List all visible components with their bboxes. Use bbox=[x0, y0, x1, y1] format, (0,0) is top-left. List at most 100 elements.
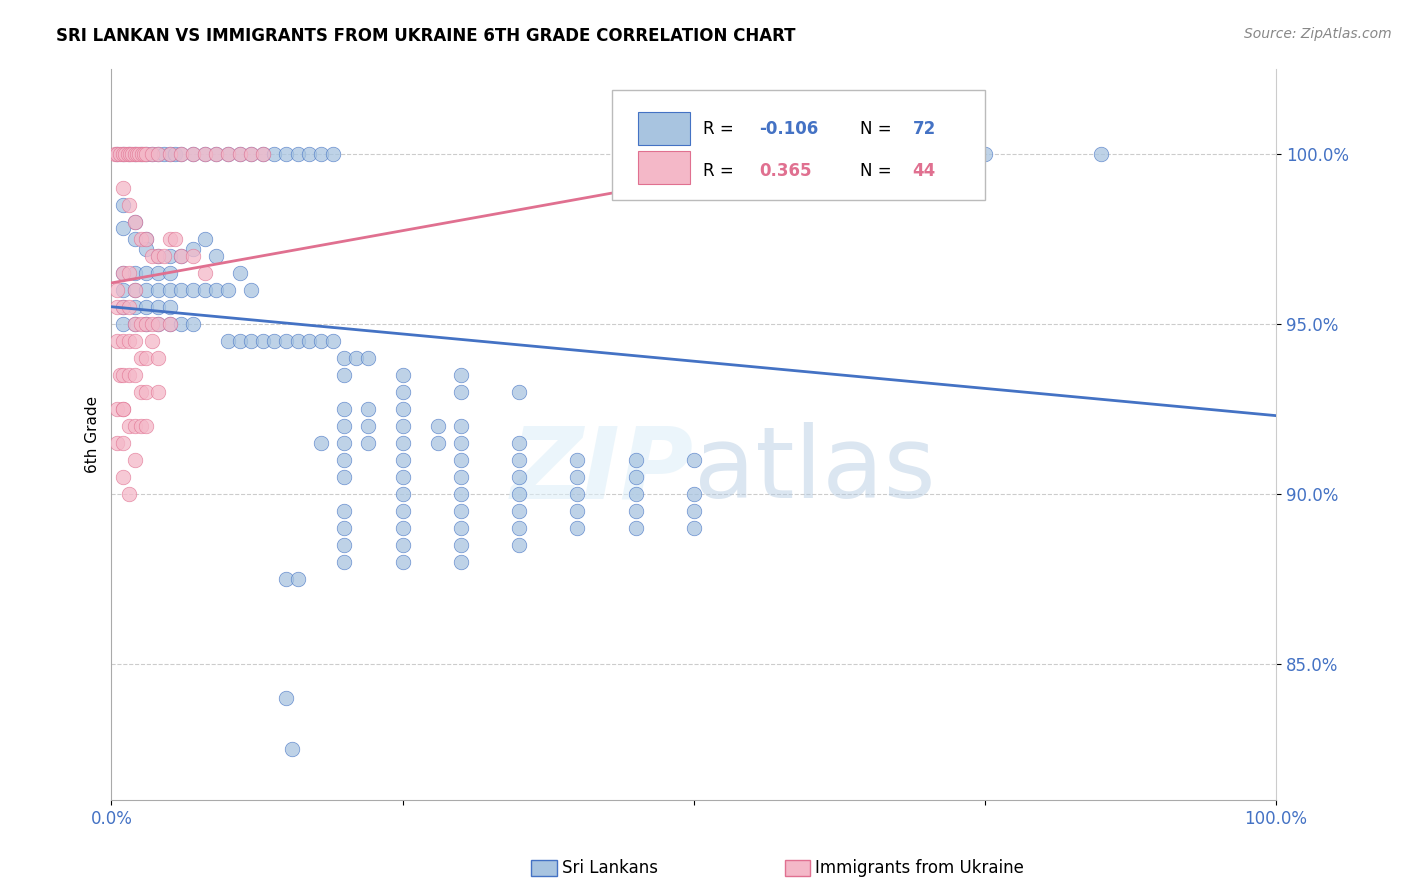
Point bbox=[194, 266, 217, 280]
Point bbox=[508, 504, 530, 518]
Point bbox=[129, 351, 152, 365]
Point bbox=[333, 368, 356, 382]
Point bbox=[240, 334, 263, 348]
Point bbox=[131, 146, 153, 161]
Point bbox=[118, 487, 141, 501]
Point bbox=[146, 266, 169, 280]
Point bbox=[252, 146, 274, 161]
Point bbox=[426, 435, 449, 450]
Point bbox=[567, 470, 589, 484]
Point bbox=[129, 146, 152, 161]
Point bbox=[129, 418, 152, 433]
Point bbox=[450, 384, 472, 399]
Point bbox=[153, 146, 176, 161]
Point bbox=[309, 334, 332, 348]
Point bbox=[356, 418, 378, 433]
Point bbox=[217, 283, 239, 297]
Point bbox=[391, 401, 413, 416]
Point bbox=[333, 351, 356, 365]
Point bbox=[181, 146, 204, 161]
Point bbox=[118, 146, 141, 161]
Point bbox=[450, 521, 472, 535]
Point bbox=[165, 146, 187, 161]
Point bbox=[118, 146, 141, 161]
Point bbox=[112, 368, 135, 382]
Point bbox=[333, 555, 356, 569]
Point bbox=[118, 266, 141, 280]
Point bbox=[165, 232, 187, 246]
Point bbox=[181, 317, 204, 331]
Point bbox=[128, 146, 150, 161]
Point bbox=[135, 146, 157, 161]
Point bbox=[322, 334, 344, 348]
Point bbox=[112, 300, 135, 314]
Point bbox=[132, 146, 155, 161]
Point bbox=[124, 215, 146, 229]
Point bbox=[333, 521, 356, 535]
Point bbox=[170, 146, 193, 161]
Point bbox=[135, 283, 157, 297]
Point bbox=[114, 146, 136, 161]
Point bbox=[141, 249, 163, 263]
Text: R =: R = bbox=[703, 162, 740, 180]
Point bbox=[124, 317, 146, 331]
Point bbox=[181, 249, 204, 263]
Point bbox=[228, 266, 250, 280]
Point bbox=[112, 146, 135, 161]
Point bbox=[141, 146, 163, 161]
Text: ZIP: ZIP bbox=[510, 423, 693, 519]
Point bbox=[105, 334, 128, 348]
Point bbox=[356, 351, 378, 365]
Point bbox=[391, 435, 413, 450]
Point bbox=[170, 249, 193, 263]
Point bbox=[118, 418, 141, 433]
Point bbox=[124, 453, 146, 467]
Point bbox=[450, 487, 472, 501]
Point bbox=[112, 146, 135, 161]
Point bbox=[263, 334, 285, 348]
Point bbox=[146, 249, 169, 263]
Point bbox=[298, 334, 321, 348]
Point bbox=[274, 572, 297, 586]
Point bbox=[333, 401, 356, 416]
Point bbox=[274, 334, 297, 348]
Point bbox=[135, 266, 157, 280]
Point bbox=[217, 146, 239, 161]
Point bbox=[135, 351, 157, 365]
Point bbox=[309, 435, 332, 450]
Point bbox=[112, 197, 135, 211]
Point bbox=[682, 504, 704, 518]
Point bbox=[391, 538, 413, 552]
Point bbox=[333, 418, 356, 433]
Point bbox=[298, 146, 321, 161]
Point bbox=[135, 418, 157, 433]
Point bbox=[391, 470, 413, 484]
Point bbox=[240, 146, 263, 161]
Point bbox=[624, 504, 647, 518]
Point bbox=[129, 384, 152, 399]
Point bbox=[228, 334, 250, 348]
Point bbox=[135, 232, 157, 246]
Point bbox=[344, 351, 367, 365]
Point bbox=[146, 283, 169, 297]
Point bbox=[121, 146, 143, 161]
Point bbox=[450, 453, 472, 467]
Point bbox=[118, 197, 141, 211]
Text: N =: N = bbox=[860, 120, 897, 138]
Point bbox=[799, 146, 821, 161]
Point bbox=[508, 538, 530, 552]
Point bbox=[391, 555, 413, 569]
Point bbox=[124, 283, 146, 297]
Point bbox=[112, 334, 135, 348]
Point bbox=[124, 334, 146, 348]
Point bbox=[450, 368, 472, 382]
Point bbox=[124, 418, 146, 433]
Point bbox=[624, 470, 647, 484]
Point bbox=[252, 146, 274, 161]
Point bbox=[450, 504, 472, 518]
FancyBboxPatch shape bbox=[638, 152, 690, 184]
Point bbox=[1090, 146, 1112, 161]
Text: N =: N = bbox=[860, 162, 897, 180]
Point bbox=[146, 384, 169, 399]
Point bbox=[287, 334, 309, 348]
